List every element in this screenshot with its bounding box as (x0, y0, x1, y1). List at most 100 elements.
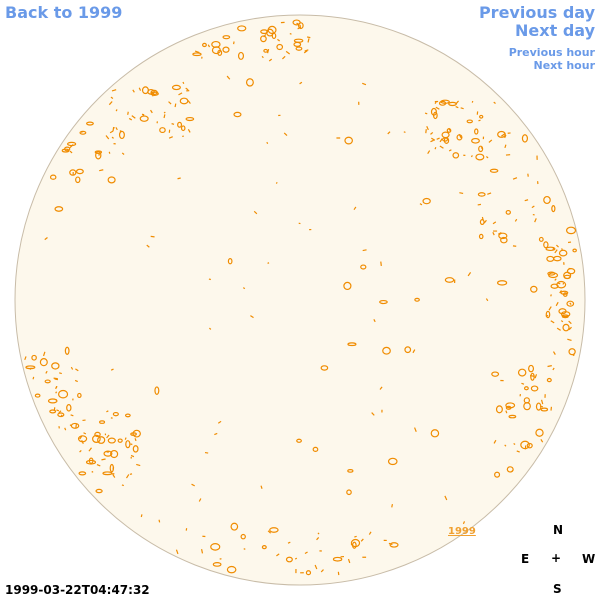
surface-feature (552, 247, 555, 250)
surface-feature (414, 427, 417, 432)
surface-feature (266, 48, 270, 54)
previous-hour-link[interactable]: Previous hour (508, 46, 595, 59)
surface-feature (508, 414, 517, 419)
surface-feature (314, 564, 318, 570)
next-day-link[interactable]: Next day (515, 21, 595, 40)
surface-feature (379, 299, 388, 305)
surface-feature (134, 438, 137, 442)
surface-feature (569, 302, 572, 305)
surface-feature (25, 365, 36, 370)
surface-feature (303, 50, 308, 54)
surface-feature (477, 192, 486, 197)
surface-feature (505, 402, 516, 409)
surface-feature (121, 484, 125, 487)
surface-feature (95, 488, 103, 494)
surface-feature (347, 558, 351, 564)
surface-feature (178, 92, 183, 96)
surface-feature (568, 320, 572, 325)
surface-feature (304, 551, 308, 555)
surface-feature (477, 203, 482, 206)
surface-feature (480, 146, 483, 150)
compass-east: E (521, 552, 530, 566)
surface-feature (31, 354, 37, 361)
surface-feature (253, 210, 258, 215)
surface-feature (306, 36, 311, 39)
surface-feature (556, 327, 561, 331)
surface-feature (514, 218, 518, 222)
surface-feature (545, 246, 556, 252)
surface-feature (55, 391, 58, 394)
surface-feature (182, 81, 185, 84)
previous-day-link[interactable]: Previous day (478, 3, 595, 22)
surface-feature (233, 111, 242, 118)
surface-feature (505, 209, 511, 215)
surface-feature (550, 294, 552, 297)
surface-feature (132, 89, 135, 93)
surface-feature (479, 219, 485, 226)
surface-feature (491, 371, 500, 377)
surface-feature (548, 272, 559, 279)
surface-feature (106, 434, 110, 439)
surface-feature (125, 474, 130, 479)
surface-feature (495, 405, 503, 414)
surface-feature (80, 130, 83, 134)
surface-feature (261, 545, 267, 550)
year-marker-link[interactable]: 1999 (448, 526, 476, 537)
surface-feature (179, 97, 189, 105)
surface-feature (74, 379, 78, 383)
surface-feature (373, 319, 376, 323)
surface-feature (118, 130, 125, 140)
surface-feature (562, 282, 565, 285)
surface-feature (112, 474, 116, 478)
surface-feature (521, 382, 525, 385)
surface-feature (504, 444, 507, 447)
surface-feature (561, 314, 569, 319)
surface-feature (419, 203, 423, 206)
surface-feature (526, 442, 533, 449)
surface-feature (565, 226, 577, 235)
surface-feature (304, 49, 309, 52)
surface-feature (513, 442, 516, 445)
surface-feature (88, 447, 92, 452)
surface-feature (459, 192, 464, 195)
surface-feature (295, 46, 303, 51)
surface-feature (534, 374, 538, 379)
surface-feature (467, 272, 472, 277)
surface-feature (545, 310, 551, 319)
surface-feature (494, 471, 501, 478)
surface-feature (471, 137, 480, 144)
surface-feature (552, 367, 555, 371)
surface-feature (382, 346, 391, 355)
surface-feature (64, 346, 70, 355)
surface-feature (546, 255, 555, 262)
surface-feature (150, 109, 153, 114)
observation-timestamp: 1999-03-22T04:47:32 (5, 583, 150, 597)
surface-feature (430, 139, 434, 143)
surface-feature (404, 346, 412, 354)
surface-feature (492, 221, 497, 225)
surface-feature (305, 570, 312, 576)
surface-feature (547, 365, 552, 368)
surface-feature (551, 204, 556, 213)
surface-feature (568, 326, 572, 331)
surface-feature (103, 450, 113, 457)
surface-feature (498, 232, 508, 240)
surface-feature (530, 285, 538, 293)
surface-feature (283, 132, 288, 136)
surface-feature (485, 298, 489, 302)
surface-feature (550, 320, 555, 324)
surface-feature (504, 144, 507, 149)
surface-feature (427, 150, 431, 155)
surface-feature (276, 553, 280, 557)
surface-feature (317, 532, 320, 535)
back-to-year-link[interactable]: Back to 1999 (5, 3, 123, 22)
surface-feature (79, 449, 82, 453)
next-hour-link[interactable]: Next hour (533, 59, 596, 72)
surface-feature (554, 249, 558, 254)
surface-feature (158, 519, 161, 523)
surface-feature (174, 103, 177, 108)
surface-feature (227, 258, 233, 265)
surface-feature (57, 412, 65, 418)
surface-feature (99, 420, 106, 424)
surface-feature (424, 112, 428, 115)
